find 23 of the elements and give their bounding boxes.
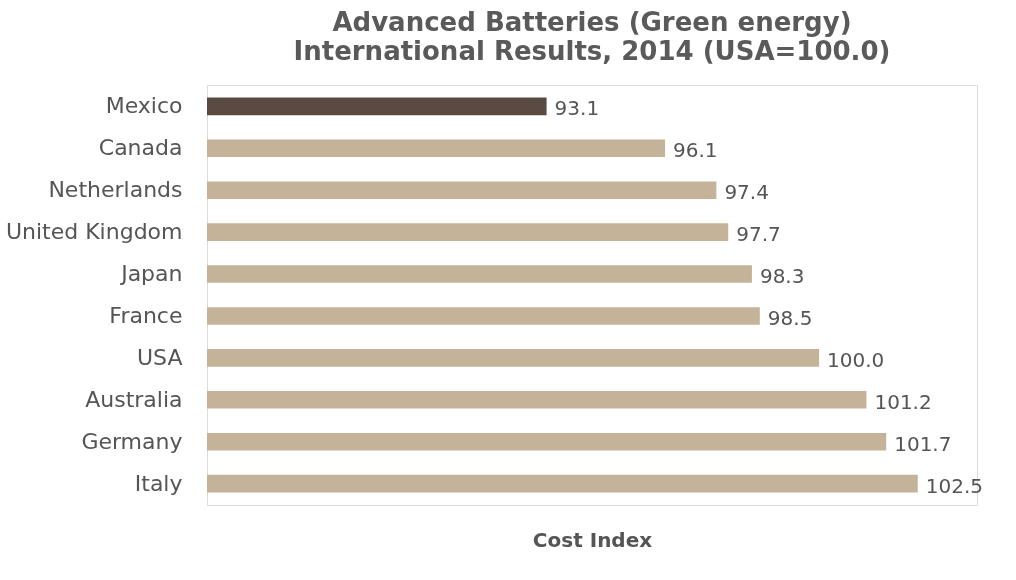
- data-label: 101.7: [894, 431, 952, 456]
- y-tick-label: Germany: [81, 428, 183, 454]
- data-label: 96.1: [673, 138, 718, 163]
- y-tick-label: Italy: [134, 470, 183, 496]
- y-tick-label: Canada: [98, 135, 183, 161]
- chart-subtitle: International Results, 2014 (USA=100.0): [293, 36, 891, 66]
- y-tick-label: USA: [136, 344, 183, 370]
- data-label: 98.5: [767, 305, 813, 330]
- y-tick-label: Mexico: [105, 93, 183, 119]
- x-axis-title: Cost Index: [532, 527, 653, 552]
- y-tick-label: France: [109, 302, 183, 328]
- data-label: 93.1: [554, 96, 600, 121]
- chart-title: Advanced Batteries (Green energy): [332, 7, 852, 37]
- data-label: 97.7: [736, 222, 781, 247]
- data-label: 97.4: [724, 180, 769, 205]
- y-tick-label: Australia: [85, 386, 183, 412]
- data-label: 100.0: [827, 347, 885, 372]
- y-tick-label: Netherlands: [48, 177, 183, 203]
- y-tick-label: Japan: [119, 261, 183, 287]
- data-label: 98.3: [759, 264, 805, 289]
- data-label: 102.5: [925, 473, 984, 498]
- y-tick-label: United Kingdom: [5, 219, 183, 245]
- data-label: 101.2: [874, 389, 932, 414]
